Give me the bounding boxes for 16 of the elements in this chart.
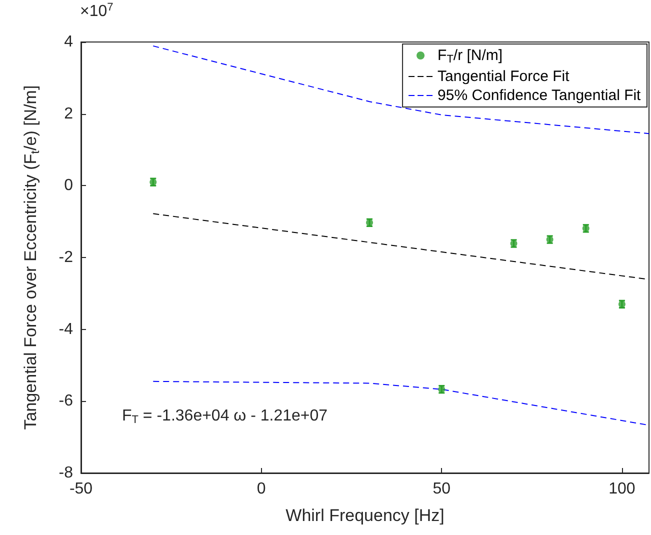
y-tick-label: -6 (58, 392, 74, 410)
x-tick-label: 0 (256, 480, 266, 498)
y-axis-title: Tangential Force over Eccentricity (Ft/e) [N/m] (21, 85, 42, 430)
y-tick-label: 0 (64, 177, 74, 194)
line-series (152, 45, 650, 134)
y-tick-label: -8 (58, 464, 74, 482)
y-tick-label: -4 (58, 320, 74, 338)
x-axis-title: Whirl Frequency [Hz] (286, 506, 444, 525)
legend-label: 95% Confidence Tangential Fit (438, 87, 642, 104)
y-tick-label: 4 (64, 34, 74, 50)
y-tick-label: -2 (58, 249, 74, 266)
y-tick-label: 2 (64, 105, 74, 122)
legend-label: Tangential Force Fit (438, 68, 570, 85)
x-tick-label: 50 (432, 480, 451, 498)
x-tick-label: 100 (608, 480, 636, 498)
x-tick-label: -50 (69, 480, 93, 498)
